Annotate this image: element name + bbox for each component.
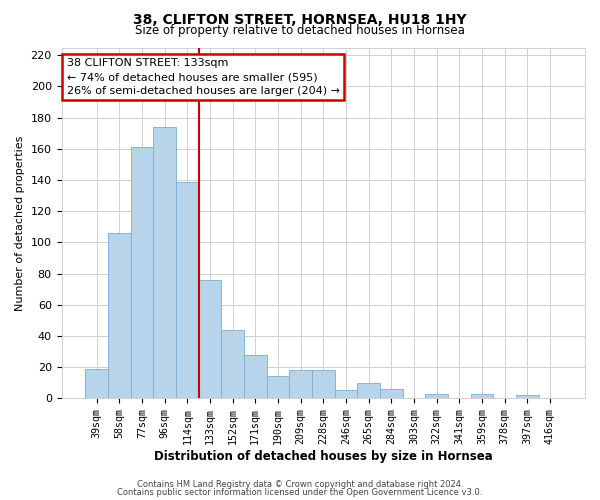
X-axis label: Distribution of detached houses by size in Hornsea: Distribution of detached houses by size … bbox=[154, 450, 493, 462]
Bar bbox=[131, 148, 154, 398]
Bar bbox=[289, 370, 312, 398]
Text: Size of property relative to detached houses in Hornsea: Size of property relative to detached ho… bbox=[135, 24, 465, 37]
Bar bbox=[108, 233, 131, 398]
Bar bbox=[516, 395, 539, 398]
Bar bbox=[470, 394, 493, 398]
Bar bbox=[85, 368, 108, 398]
Text: 38, CLIFTON STREET, HORNSEA, HU18 1HY: 38, CLIFTON STREET, HORNSEA, HU18 1HY bbox=[133, 12, 467, 26]
Bar bbox=[357, 382, 380, 398]
Text: Contains public sector information licensed under the Open Government Licence v3: Contains public sector information licen… bbox=[118, 488, 482, 497]
Bar bbox=[425, 394, 448, 398]
Bar bbox=[312, 370, 335, 398]
Bar bbox=[244, 354, 266, 398]
Text: 38 CLIFTON STREET: 133sqm
← 74% of detached houses are smaller (595)
26% of semi: 38 CLIFTON STREET: 133sqm ← 74% of detac… bbox=[67, 58, 340, 96]
Bar bbox=[199, 280, 221, 398]
Text: Contains HM Land Registry data © Crown copyright and database right 2024.: Contains HM Land Registry data © Crown c… bbox=[137, 480, 463, 489]
Bar bbox=[221, 330, 244, 398]
Bar bbox=[176, 182, 199, 398]
Bar bbox=[266, 376, 289, 398]
Bar bbox=[335, 390, 357, 398]
Bar bbox=[154, 127, 176, 398]
Bar bbox=[380, 389, 403, 398]
Y-axis label: Number of detached properties: Number of detached properties bbox=[15, 135, 25, 310]
